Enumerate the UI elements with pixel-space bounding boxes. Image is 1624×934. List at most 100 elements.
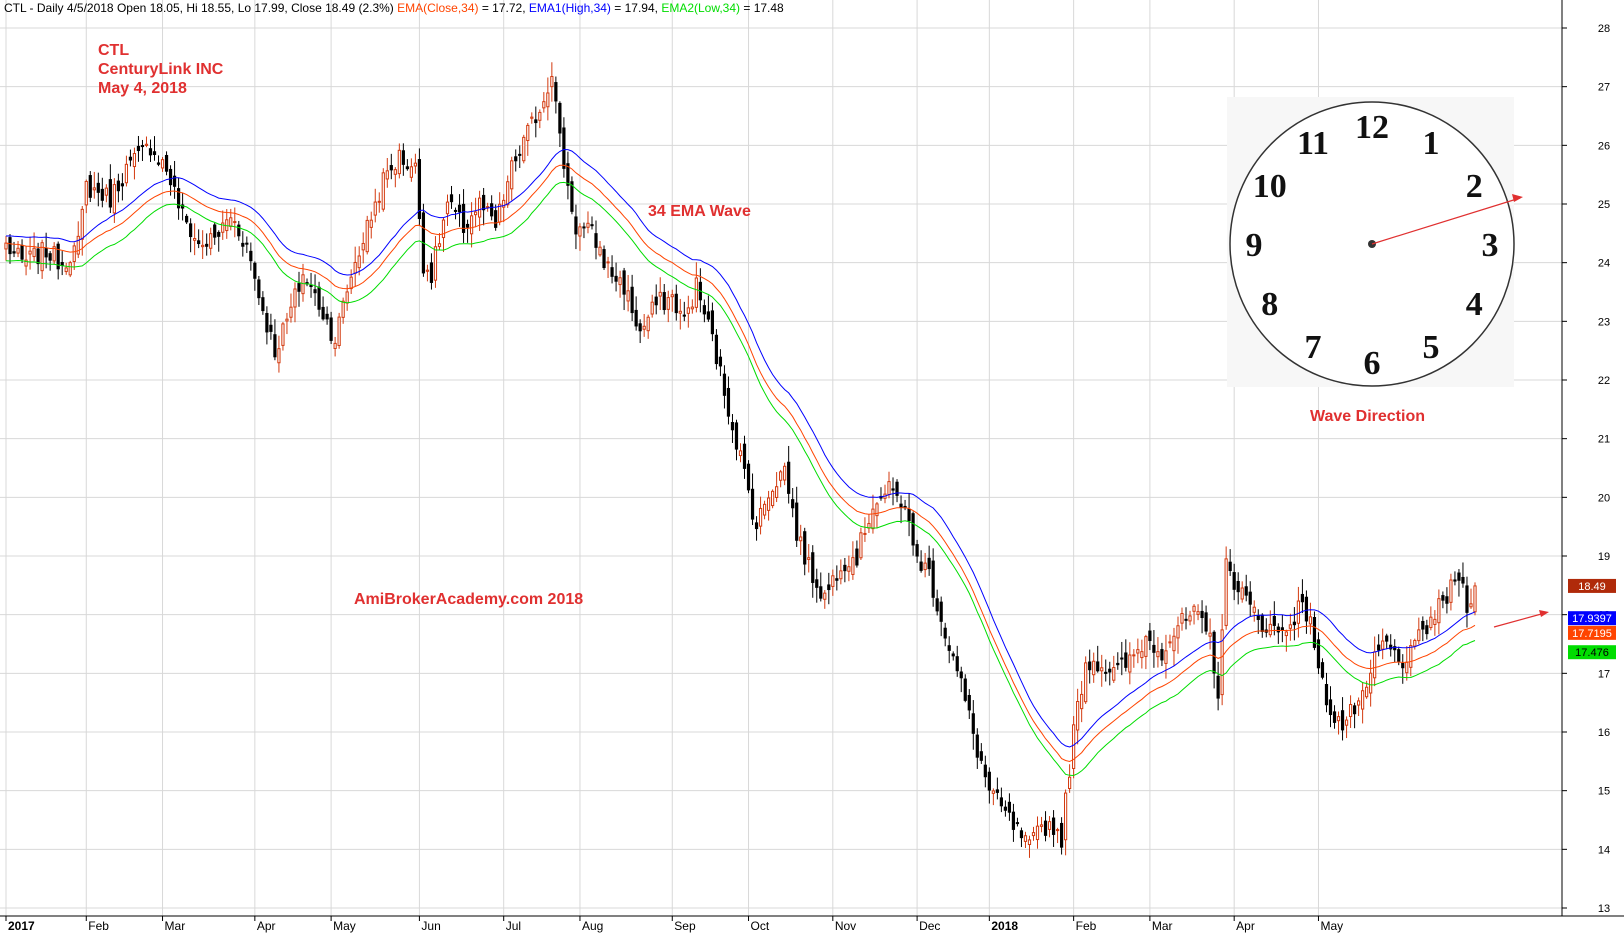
candle-down [919,561,923,571]
candle-down [401,150,405,165]
candle-down [734,422,739,450]
candle-down [1276,626,1280,633]
candle-up [92,187,96,191]
candle-down [1328,699,1333,716]
candle-down [1377,644,1381,651]
candle-up [345,291,349,304]
candle-down [457,204,462,213]
candle-down [1003,806,1008,811]
x-axis-ticks: 2017 Feb Mar Apr May Jun Jul Aug Sep Oct Nov Dec 201… [5,916,1343,933]
candle-up [1357,700,1361,706]
candle-down [1015,822,1020,825]
candle-down [1043,820,1048,836]
candle-up [758,507,763,527]
candle-down [1096,661,1100,672]
candle-up [72,245,76,262]
candle-down [811,552,815,583]
candle-up [1224,558,1228,626]
candle-up [293,288,297,308]
ema-close-line [5,164,1476,763]
y-tick-label: 23 [1598,316,1610,328]
candle-up [1168,641,1172,644]
candle-down [682,314,686,317]
candle-up [670,294,674,298]
candle-down [855,548,859,566]
candle-down [1059,822,1064,848]
candle-up [859,532,863,559]
candle-down [1160,649,1164,661]
candle-up [1405,661,1409,674]
candle-up [799,536,803,542]
candle-up [1172,635,1176,652]
candle-down [610,267,614,277]
candle-down [44,248,48,258]
candle-down [265,312,269,333]
candle-down [1007,801,1012,813]
candle-down [494,210,498,228]
candle-down [742,443,747,469]
candle-down [1465,585,1469,613]
candlesticks [4,62,1477,858]
candle-down [56,243,60,270]
candle-down [1216,675,1220,699]
candle-down [931,560,935,598]
candle-up [229,217,233,227]
candle-down [803,531,807,565]
candle-down [1272,615,1276,626]
candle-down [405,166,409,170]
candle-up [285,318,289,322]
candle-up [32,247,36,258]
candle-up [863,532,867,535]
clock-number: 7 [1305,329,1322,366]
candle-down [136,145,141,152]
clock-hand-arrow [1371,197,1521,245]
y-tick-label: 16 [1598,727,1610,739]
candle-down [899,503,903,508]
candle-down [1124,652,1128,668]
candle-down [1232,572,1236,590]
candle-down [710,310,715,335]
x-tick-label: Jun [421,919,440,933]
candle-up [1188,615,1192,622]
candle-up [24,259,28,267]
candle-down [630,286,634,314]
candle-down [1292,621,1296,626]
clock-number: 8 [1261,286,1278,323]
candle-down [1332,711,1337,723]
candle-down [48,253,52,261]
candle-up [441,219,446,239]
ema-low-line [5,181,1476,777]
candle-up [201,244,205,248]
candle-up [686,307,690,314]
candle-up [76,235,80,255]
candle-up [1336,716,1341,722]
candle-up [68,262,72,276]
candle-up [807,557,811,560]
candle-down [943,627,947,639]
candle-down [967,694,971,711]
candle-down [1204,612,1208,632]
candle-up [538,111,542,121]
ema-low-tag [1568,645,1616,660]
candle-up [775,486,779,498]
candle-up [349,276,353,290]
candle-down [449,194,454,203]
candle-up [542,101,546,109]
candle-up [779,471,783,481]
candle-down [245,242,249,245]
candle-down [1401,662,1405,669]
candle-up [1344,719,1349,726]
candle-down [1389,644,1393,650]
candle-up [526,124,530,142]
candle-down [951,653,955,657]
candle-up [1192,605,1196,612]
clock-number: 12 [1355,109,1389,146]
candle-up [666,297,670,310]
candle-up [875,503,879,517]
candle-up [887,481,891,496]
candle-up [478,197,482,218]
candle-up [397,149,401,175]
candle-down [116,180,120,192]
